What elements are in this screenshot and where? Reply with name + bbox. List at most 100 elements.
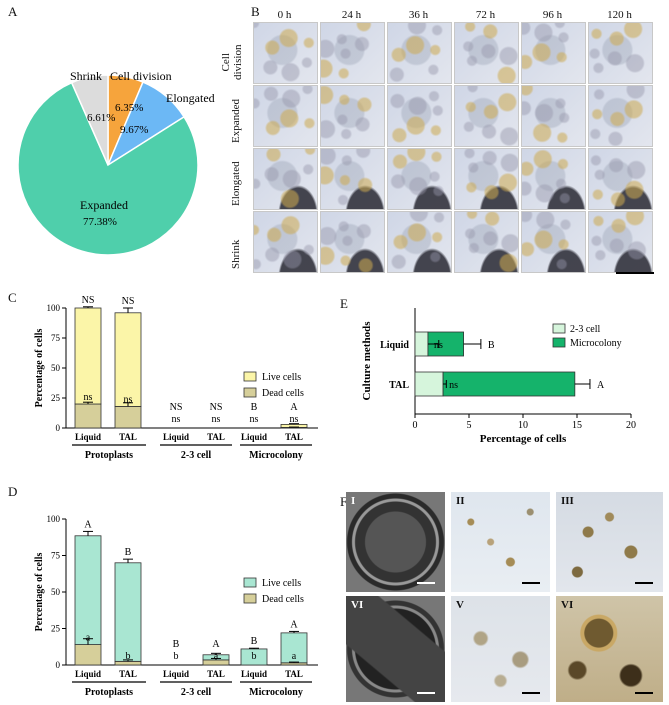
scale-bar xyxy=(522,692,540,694)
photo-label: I xyxy=(351,495,356,507)
legend-swatch-dead xyxy=(243,387,257,398)
time-label: 72 h xyxy=(475,9,496,21)
bar-dead xyxy=(74,403,102,429)
microscopy-image xyxy=(588,22,653,84)
microscopy-image xyxy=(387,22,452,84)
legend-label-dead: Dead cells xyxy=(262,594,304,605)
photo-label: VI xyxy=(351,599,364,611)
y-tick-label: 100 xyxy=(47,303,61,313)
microscopy-image xyxy=(387,211,452,273)
significance-inner: ns xyxy=(449,380,458,391)
timelapse-grid: 0 h 24 h 36 h 72 h 96 h 120 h Cell division Expa… xyxy=(0,0,669,290)
pie-slice xyxy=(17,81,199,256)
pie-label-shrink: Shrink xyxy=(70,69,102,83)
y-tick-label: 0 xyxy=(56,660,61,670)
row-label-line: division xyxy=(232,44,244,80)
bar-live xyxy=(74,307,102,405)
pie-pct-shrink: 6.61% xyxy=(87,112,115,124)
category-label: TAL xyxy=(119,669,137,679)
bar-live xyxy=(202,654,230,661)
bar-live xyxy=(114,312,142,407)
panel-letter-f: F xyxy=(340,494,348,509)
significance-letter: A xyxy=(84,519,92,530)
scale-bar xyxy=(635,692,653,694)
pie-label-elongated: Elongated xyxy=(166,91,215,105)
row-label-line: Expanded xyxy=(230,99,242,143)
significance-letter-inner: ns xyxy=(212,414,221,425)
legend-label-2-3-cell: 2-3 cell xyxy=(570,324,600,335)
bar-microcolony xyxy=(442,371,576,397)
category-label: Liquid xyxy=(163,669,189,679)
group-label: Microcolony xyxy=(249,450,303,461)
microscopy-image xyxy=(387,85,452,147)
significance-letter: A xyxy=(290,619,298,630)
photo-label: III xyxy=(561,495,574,507)
culture-photo: VI xyxy=(346,596,445,702)
x-axis-title: Percentage of cells xyxy=(480,433,567,445)
microscopy-image xyxy=(521,85,586,147)
panel-letter-e: E xyxy=(340,296,348,311)
bar-live xyxy=(114,562,142,662)
row-label-line: Cell xyxy=(220,53,232,72)
significance-letter-inner: ns xyxy=(172,414,181,425)
row-label: Expanded xyxy=(230,99,242,143)
scale-bar xyxy=(417,582,435,584)
y-tick-label: 0 xyxy=(56,423,61,433)
microscopy-image xyxy=(454,85,519,147)
y-tick-label: 100 xyxy=(47,514,61,524)
pie-slice xyxy=(70,74,109,166)
scale-bar xyxy=(616,272,654,274)
microscopy-image xyxy=(320,22,385,84)
panel-letter-b: B xyxy=(251,4,260,19)
panel-letter-c: C xyxy=(8,290,17,305)
photo-label: VI xyxy=(561,599,574,611)
pie-label-expanded: Expanded xyxy=(80,198,128,212)
bar-2-3-cell xyxy=(414,371,444,397)
culture-photo: V xyxy=(451,596,550,702)
time-label: 36 h xyxy=(408,9,429,21)
legend-swatch-live xyxy=(243,371,257,382)
panel-letter-a: A xyxy=(8,4,18,19)
microscopy-image xyxy=(588,211,653,273)
bar-dead xyxy=(74,644,102,666)
scale-bar xyxy=(522,582,540,584)
culture-photo: III xyxy=(556,492,663,592)
category-label: TAL xyxy=(119,432,137,442)
significance-letter-inner: ns xyxy=(84,392,93,403)
significance-letter: NS xyxy=(82,295,95,306)
group-label: 2-3 cell xyxy=(181,687,211,698)
photo-label: II xyxy=(456,495,465,507)
time-label: 120 h xyxy=(607,9,632,21)
significance-letter: A xyxy=(597,380,605,391)
significance-letter-inner: a xyxy=(214,651,219,662)
category-label: TAL xyxy=(389,380,409,391)
significance-letter: A xyxy=(290,402,298,413)
y-tick-label: 75 xyxy=(51,333,61,343)
legend-label-dead: Dead cells xyxy=(262,388,304,399)
microscopy-image xyxy=(320,148,385,210)
y-tick-label: 50 xyxy=(51,587,61,597)
category-label: Liquid xyxy=(241,432,267,442)
significance-letter-inner: b xyxy=(126,651,131,662)
time-label: 96 h xyxy=(542,9,563,21)
row-label-line: Elongated xyxy=(230,161,242,206)
microscopy-image xyxy=(454,148,519,210)
legend-swatch-2-3-cell xyxy=(552,323,566,334)
y-axis-title: Percentage of cells xyxy=(34,553,45,632)
chart-e: 0 5 10 15 20 Percentage of cells Culture metho… xyxy=(361,308,636,445)
significance-letter: B xyxy=(488,340,495,351)
category-label: Liquid xyxy=(380,340,409,351)
culture-photo: I xyxy=(346,492,445,592)
significance-letter: A xyxy=(212,639,220,650)
microscopy-image xyxy=(521,22,586,84)
row-label: Cell division xyxy=(220,45,244,80)
microscopy-image xyxy=(521,211,586,273)
x-tick-label: 0 xyxy=(413,420,418,431)
legend-swatch-live xyxy=(243,577,257,588)
photo-grid: I II III VI V VI xyxy=(340,492,669,705)
y-axis-title: Culture methods xyxy=(361,321,373,401)
pie-slices xyxy=(17,74,199,256)
significance-letter: NS xyxy=(170,402,183,413)
legend-label-live: Live cells xyxy=(262,578,301,589)
